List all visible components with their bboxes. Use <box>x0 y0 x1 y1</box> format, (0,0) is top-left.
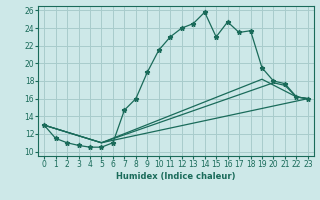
X-axis label: Humidex (Indice chaleur): Humidex (Indice chaleur) <box>116 172 236 181</box>
